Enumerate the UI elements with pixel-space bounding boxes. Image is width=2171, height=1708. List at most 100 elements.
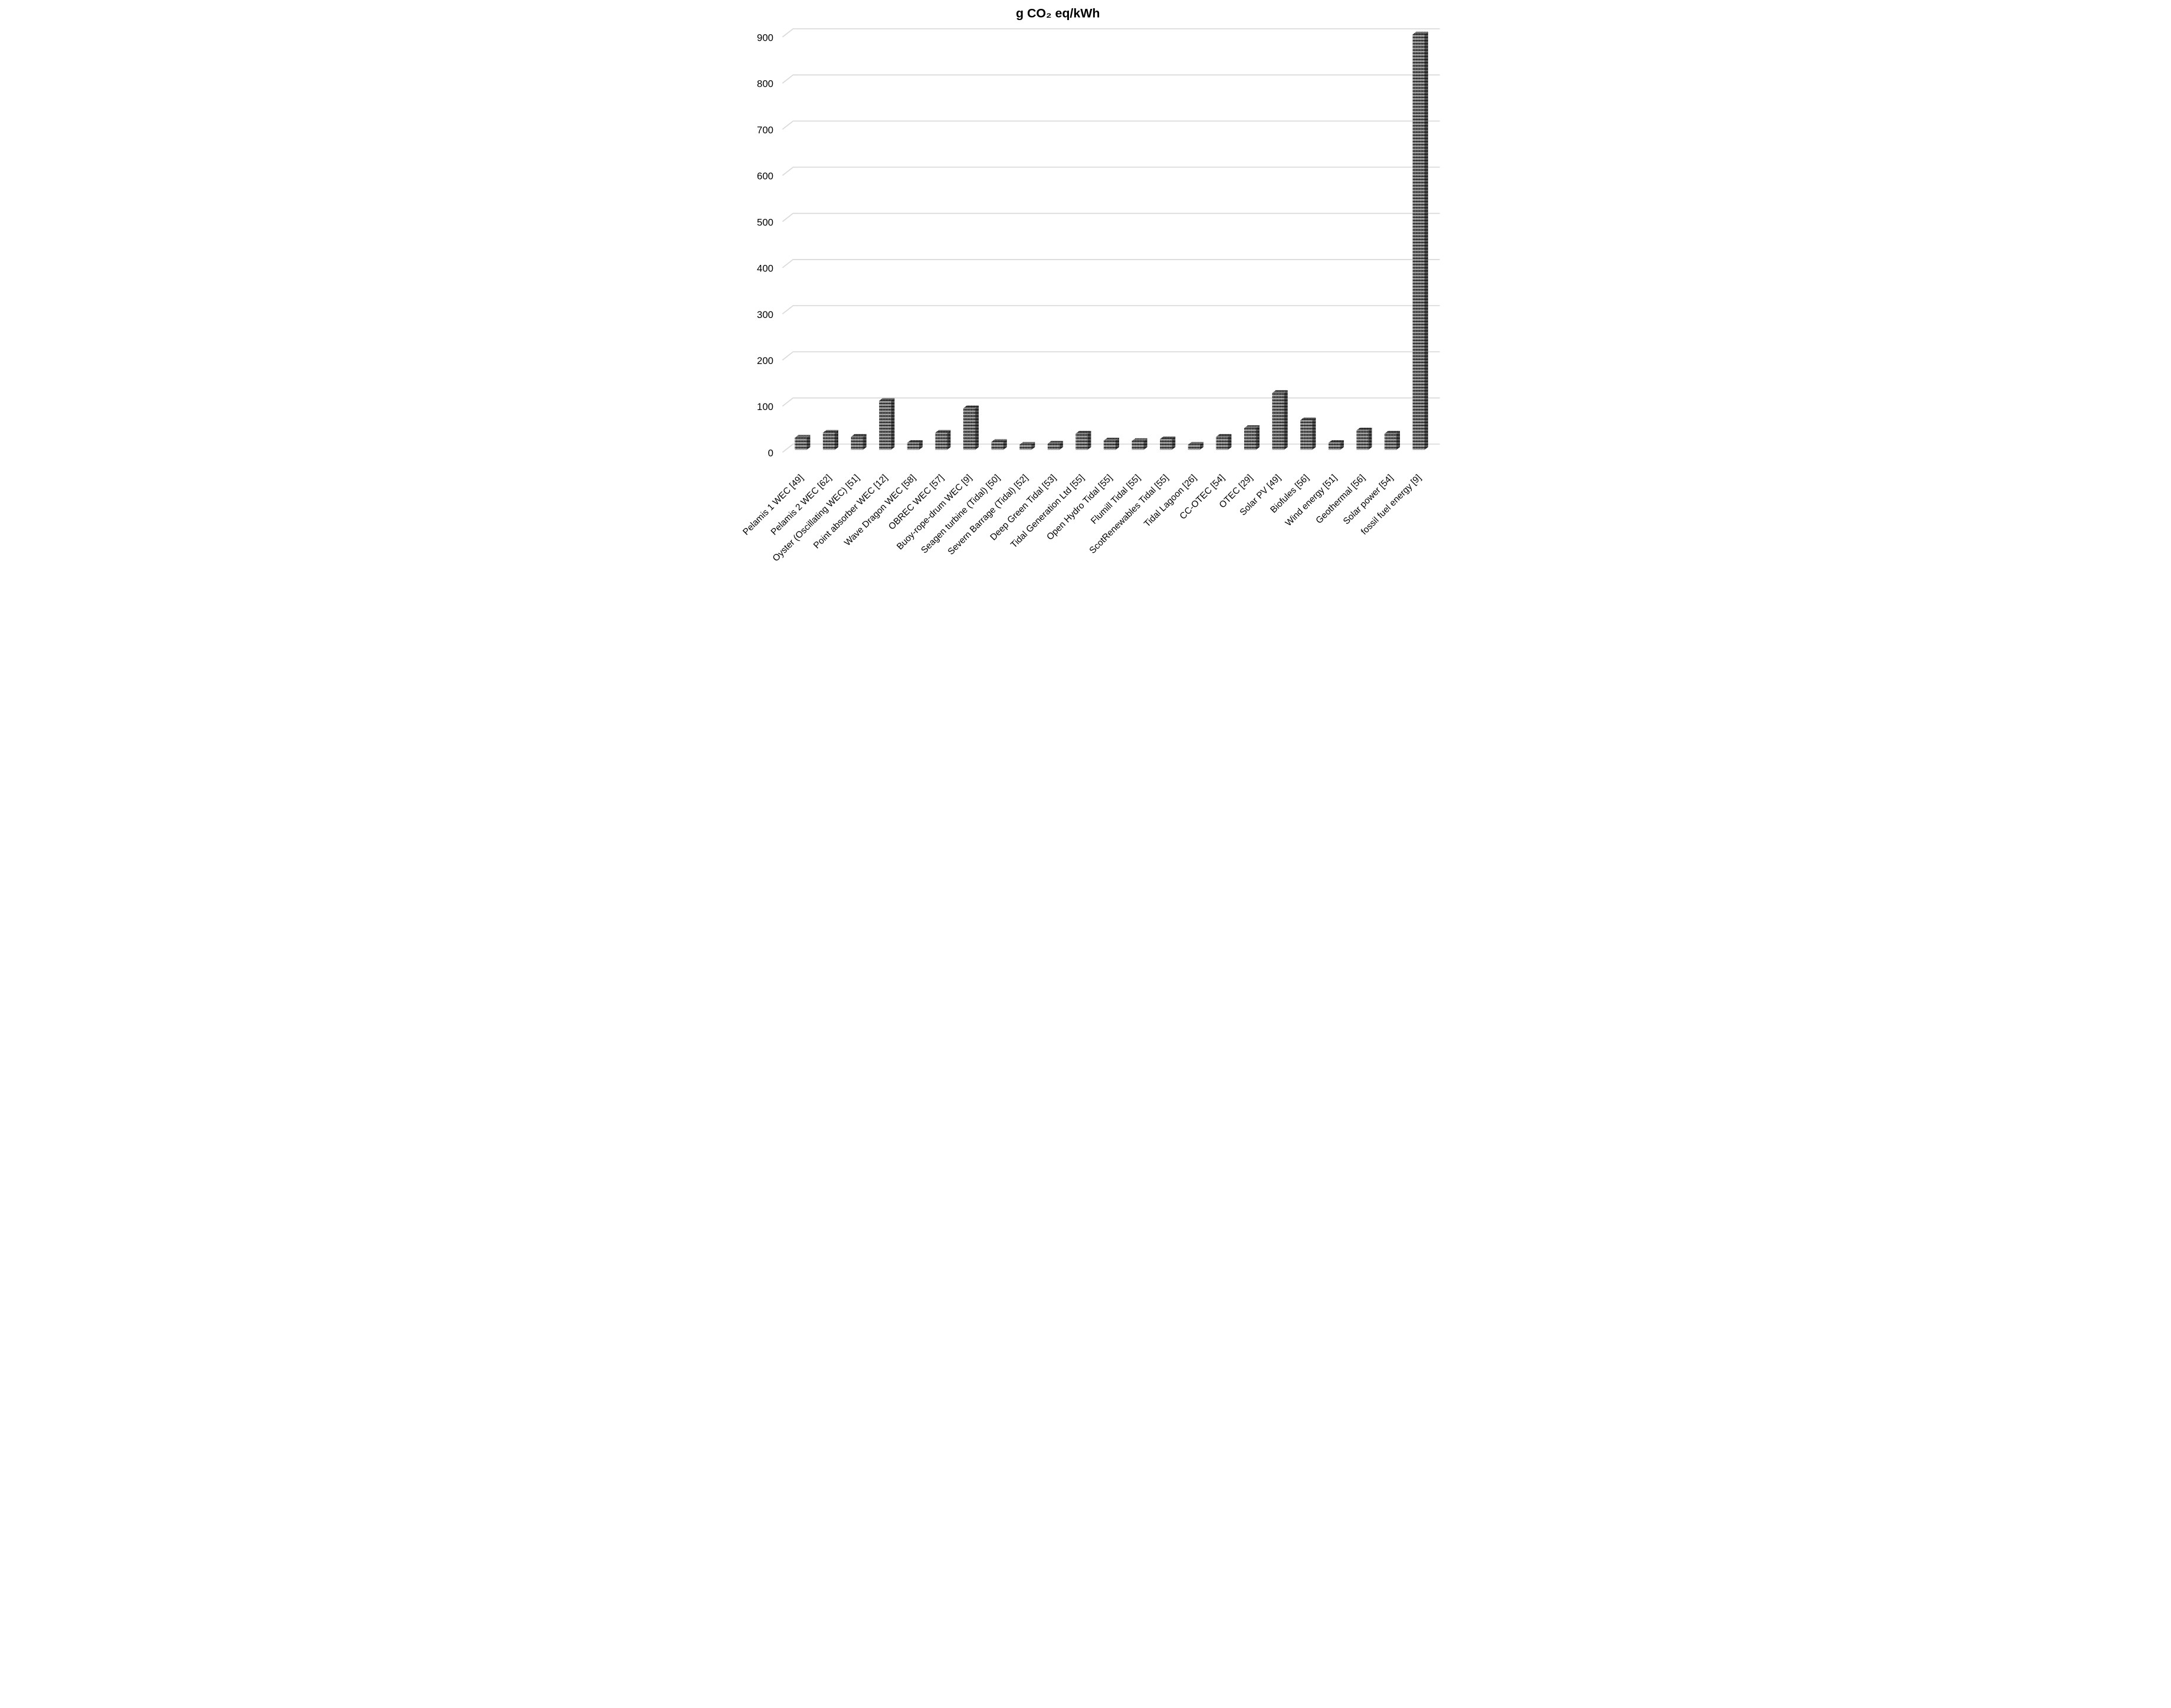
- bar: Deep Green Tidal [53]: 13: [1047, 441, 1063, 450]
- y-axis-tick-labels: 0 100 200 300 400 500 600 700 800 900: [757, 32, 773, 459]
- bar: OTEC [29]: 47: [1244, 425, 1260, 450]
- bar-side-face: [1340, 440, 1344, 450]
- bar: Geothermal [56]: 42: [1356, 427, 1372, 450]
- bar: Pelamis 2 WEC [62]: 37: [822, 430, 839, 450]
- bar-top-face: [822, 430, 839, 433]
- bar-front-face: [1188, 444, 1200, 450]
- bar-front-face: [1103, 440, 1116, 450]
- bar-top-shade: [1019, 442, 1035, 445]
- bar-top-shade: [851, 434, 867, 437]
- bar-side-face: [891, 398, 895, 450]
- bar-top-shade: [1272, 390, 1288, 394]
- bar-side-face: [863, 434, 867, 450]
- gridline: [782, 259, 1440, 268]
- y-tick-label: 500: [757, 217, 773, 228]
- bar-side-face: [1228, 434, 1232, 450]
- bar: ScotRenewables Tidal [55]: 23: [1160, 436, 1176, 450]
- bar: Severn Barrage (Tidal) [52]: 11: [1019, 442, 1035, 450]
- bar-front-face: [795, 438, 807, 450]
- bar-front-face: [1412, 34, 1425, 450]
- y-tick-label: 600: [757, 171, 773, 182]
- y-tick-label: 800: [757, 78, 773, 90]
- bar-front-face: [1272, 393, 1284, 450]
- bar-front-face: [1160, 439, 1172, 450]
- emissions-bar-chart: 0 100 200 300 400 500 600 700 800 900 Pelamis 1 WE…: [723, 0, 1448, 571]
- bar: fossil fuel energy [9]: 900: [1412, 31, 1428, 450]
- bar-top-face: [1075, 431, 1091, 434]
- bar: Wave Dragon WEC [58]: 15: [907, 440, 923, 450]
- bar-front-face: [907, 442, 919, 450]
- bar-front-face: [1356, 430, 1369, 450]
- bar-front-face: [1300, 420, 1313, 450]
- bar-top-shade: [1328, 440, 1344, 443]
- bar-side-face: [1284, 390, 1288, 450]
- bar-side-shade: [1143, 438, 1147, 450]
- bar-top-face: [879, 398, 895, 401]
- y-tick-label: 300: [757, 309, 773, 320]
- y-tick-label: 0: [768, 447, 773, 458]
- bar-front-face: [1019, 444, 1032, 450]
- bar: Buoy-rope-drum WEC [9]: 90: [963, 405, 979, 450]
- bar-side-shade: [1228, 434, 1232, 450]
- bar-side-shade: [834, 430, 839, 450]
- bar-side-shade: [1368, 427, 1372, 450]
- bar-side-face: [1172, 436, 1176, 450]
- bar: Solar power [54]: 35: [1384, 431, 1401, 450]
- bar-top-shade: [1384, 431, 1401, 434]
- bar-side-shade: [1256, 425, 1260, 450]
- bar-side-face: [1424, 31, 1428, 450]
- bar: Flumill Tidal [55]: 19: [1132, 438, 1147, 450]
- bar-front-face: [935, 432, 947, 450]
- bar-side-shade: [891, 398, 895, 450]
- bar-side-shade: [1396, 431, 1401, 450]
- bar-top-shade: [822, 430, 839, 433]
- bar-top-face: [963, 405, 979, 408]
- bar: Oyster (Oscillating WEC) [51]: 28: [851, 434, 867, 450]
- bar-front-face: [963, 408, 976, 450]
- bar: Tidal Lagoon [26]: 11: [1188, 442, 1203, 450]
- bar: CC-OTEC [54]: 28: [1216, 434, 1232, 450]
- chart-background: [723, 0, 1448, 571]
- bar-top-shade: [907, 440, 923, 443]
- bar-top-shade: [1132, 438, 1147, 441]
- bar-top-shade: [1412, 31, 1428, 35]
- bar-side-face: [806, 435, 811, 450]
- bar-top-face: [1160, 436, 1176, 440]
- bar-side-shade: [1003, 439, 1007, 450]
- bar-top-shade: [1103, 438, 1120, 441]
- bar-top-face: [1272, 390, 1288, 394]
- bar-top-face: [1019, 442, 1035, 445]
- bar: OBREC WEC [57]: 37: [935, 430, 951, 450]
- bar: Solar PV [49]: 123: [1272, 390, 1288, 450]
- bar-top-face: [795, 435, 811, 438]
- y-tick-label: 400: [757, 263, 773, 274]
- bar-side-face: [919, 440, 923, 450]
- bar-side-face: [1312, 417, 1316, 450]
- bar-side-shade: [806, 435, 811, 450]
- gridline: [782, 120, 1440, 130]
- bar-side-shade: [1116, 438, 1120, 450]
- bar-top-face: [1216, 434, 1232, 437]
- y-tick-label: 700: [757, 124, 773, 136]
- bar-front-face: [851, 437, 863, 450]
- bar-side-face: [1087, 431, 1091, 450]
- bar-top-face: [1412, 31, 1428, 35]
- bar-side-face: [1396, 431, 1401, 450]
- bar: Open Hydro Tidal [55]: 20: [1103, 438, 1120, 450]
- bar-top-face: [1384, 431, 1401, 434]
- chart-canvas: 0 100 200 300 400 500 600 700 800 900 Pelamis 1 WE…: [723, 0, 1448, 571]
- bar-top-shade: [879, 398, 895, 401]
- gridlines: [782, 28, 1440, 453]
- bar-front-face: [1244, 428, 1257, 450]
- gridline: [782, 212, 1440, 222]
- bar: Wind energy [51]: 15: [1328, 440, 1344, 450]
- bar-top-shade: [1300, 417, 1316, 421]
- bar-top-face: [1328, 440, 1344, 443]
- bar-top-face: [907, 440, 923, 443]
- bar-top-face: [851, 434, 867, 437]
- bar-side-shade: [1312, 417, 1316, 450]
- gridline: [782, 397, 1440, 407]
- gridline: [782, 74, 1440, 84]
- bar-top-shade: [1075, 431, 1091, 434]
- bar-side-shade: [1059, 441, 1063, 450]
